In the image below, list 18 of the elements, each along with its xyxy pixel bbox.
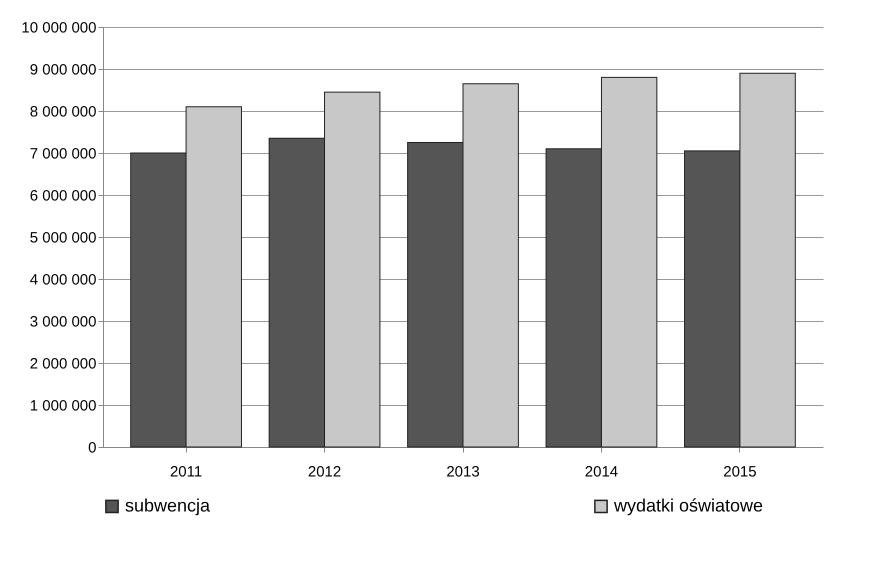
y-tick-label: 10 000 000 bbox=[21, 20, 96, 36]
y-tick-label: 7 000 000 bbox=[30, 146, 96, 162]
x-tick-label: 2011 bbox=[170, 464, 202, 480]
legend-label: subwencja bbox=[125, 495, 212, 516]
y-tick-label: 3 000 000 bbox=[30, 314, 96, 330]
y-tick-label: 5 000 000 bbox=[30, 230, 96, 246]
x-tick-label: 2014 bbox=[584, 464, 618, 480]
y-tick-label: 4 000 000 bbox=[30, 272, 96, 288]
y-tick-label: 0 bbox=[88, 440, 96, 456]
y-tick-label: 1 000 000 bbox=[30, 398, 96, 414]
legend-label: wydatki oświatowe bbox=[613, 495, 764, 516]
x-tick-label: 2012 bbox=[308, 464, 342, 480]
x-tick-label: 2015 bbox=[723, 464, 757, 480]
y-tick-label: 2 000 000 bbox=[30, 356, 96, 372]
y-tick-label: 8 000 000 bbox=[30, 104, 96, 120]
y-tick-label: 9 000 000 bbox=[30, 62, 96, 78]
y-tick-label: 6 000 000 bbox=[30, 188, 96, 204]
x-tick-label: 2013 bbox=[446, 464, 480, 480]
